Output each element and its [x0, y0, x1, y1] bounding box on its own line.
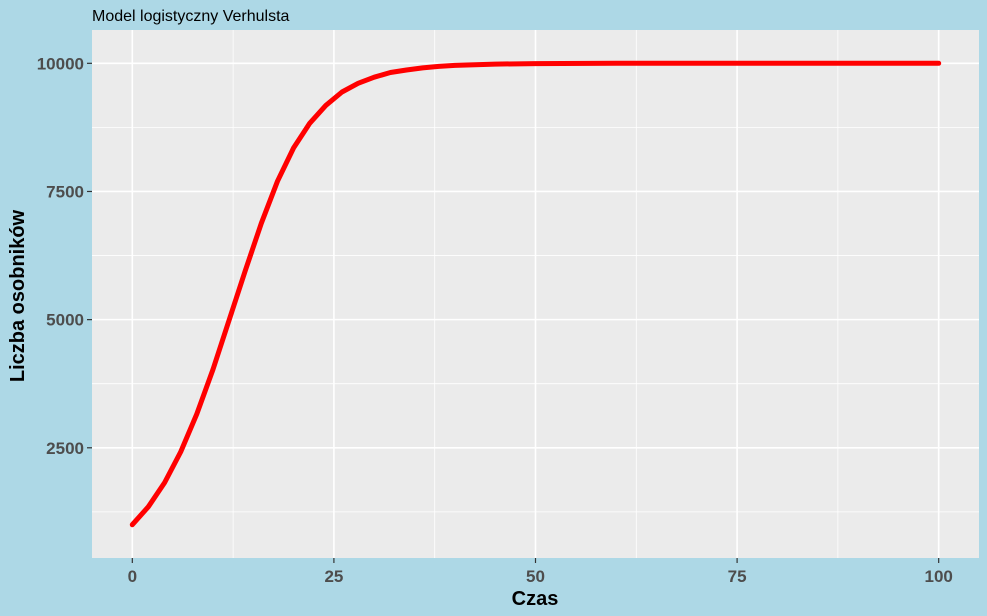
- y-tick-label: 2500: [46, 439, 84, 458]
- x-tick-label: 50: [526, 567, 545, 586]
- major-gridlines: [92, 30, 979, 558]
- y-axis-title: Liczba osobników: [7, 209, 29, 382]
- y-axis-ticks: 2500 5000 7500 10000: [37, 54, 92, 458]
- population-line: [129, 60, 942, 528]
- x-tick-label: 100: [924, 567, 952, 586]
- y-tick-label: 5000: [46, 311, 84, 330]
- x-tick-label: 0: [128, 567, 137, 586]
- y-tick-label: 10000: [37, 54, 84, 73]
- x-axis-ticks: 0 25 50 75 100: [128, 558, 953, 586]
- x-tick-label: 25: [324, 567, 343, 586]
- x-tick-label: 75: [728, 567, 747, 586]
- chart-title: Model logistyczny Verhulsta: [92, 8, 290, 25]
- y-tick-label: 7500: [46, 182, 84, 201]
- x-axis-title: Czas: [512, 588, 559, 610]
